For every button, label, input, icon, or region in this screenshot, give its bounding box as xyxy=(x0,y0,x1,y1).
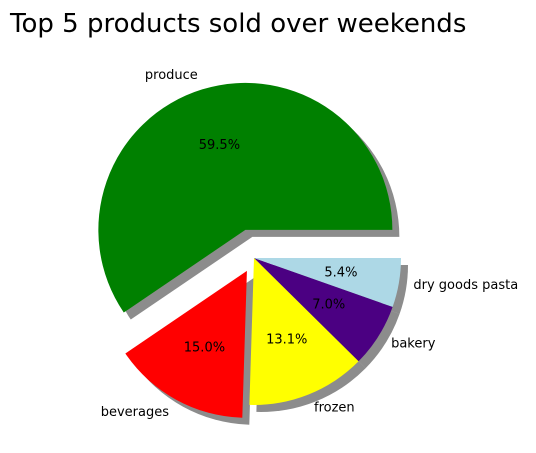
category-label-beverages: beverages xyxy=(101,405,170,420)
percent-label-beverages: 15.0% xyxy=(184,341,225,356)
slice-dry-goods-pasta xyxy=(254,258,401,307)
percent-label-frozen: 13.1% xyxy=(266,332,307,347)
percent-label-bakery: 7.0% xyxy=(312,297,345,312)
percent-label-produce: 59.5% xyxy=(199,138,240,153)
percent-label-dry-goods-pasta: 5.4% xyxy=(324,265,357,280)
slice-frozen xyxy=(249,258,359,406)
slice-bakery xyxy=(254,258,393,362)
label-layer: produce 59.5% beverages 15.0% frozen 13.1% bak… xyxy=(101,68,518,420)
category-label-dry-goods-pasta: dry goods pasta xyxy=(413,278,518,293)
category-label-frozen: frozen xyxy=(314,401,355,416)
chart-title: Top 5 products sold over weekends xyxy=(9,9,466,39)
slice-beverages xyxy=(125,270,247,418)
slice-layer xyxy=(98,82,401,418)
slice-produce xyxy=(98,82,393,313)
category-label-produce: produce xyxy=(145,68,198,83)
category-label-bakery: bakery xyxy=(391,336,436,351)
